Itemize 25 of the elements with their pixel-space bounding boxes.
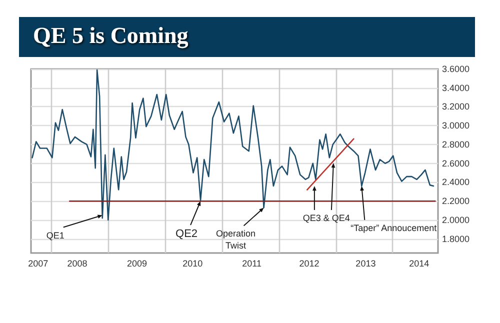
annotation: “Taper” Annoucement	[350, 223, 438, 234]
y-tick-label: 2.8000	[442, 139, 470, 150]
x-tick-label: 2013	[356, 258, 376, 268]
x-tick-label: 2007	[28, 258, 48, 268]
y-tick-label: 3.0000	[442, 120, 470, 131]
x-tick-label: 2009	[126, 258, 147, 268]
y-tick-label: 2.0000	[442, 214, 470, 225]
annotation: QE3 & QE4	[302, 213, 350, 224]
annotation: Operation Twist	[216, 228, 256, 251]
y-tick-label: 2.4000	[442, 177, 470, 188]
x-tick-label: 2008	[67, 258, 88, 268]
annotation: QE2	[176, 228, 198, 240]
y-tick-label: 3.2000	[442, 102, 470, 112]
y-tick-label: 1.8000	[442, 234, 470, 244]
x-tick-label: 2012	[299, 258, 320, 268]
y-tick-label: 3.6000	[442, 64, 470, 74]
x-tick-label: 2014	[409, 258, 430, 268]
annotation: QE1	[46, 230, 64, 240]
line-series	[32, 69, 434, 221]
y-tick-label: 2.6000	[442, 158, 470, 168]
x-tick-label: 2010	[182, 258, 203, 268]
y-tick-label: 3.4000	[442, 82, 470, 93]
y-tick-label: 2.2000	[442, 196, 470, 206]
x-tick-label: 2011	[242, 258, 262, 268]
chart-title: QE 5 is Coming	[33, 23, 189, 49]
